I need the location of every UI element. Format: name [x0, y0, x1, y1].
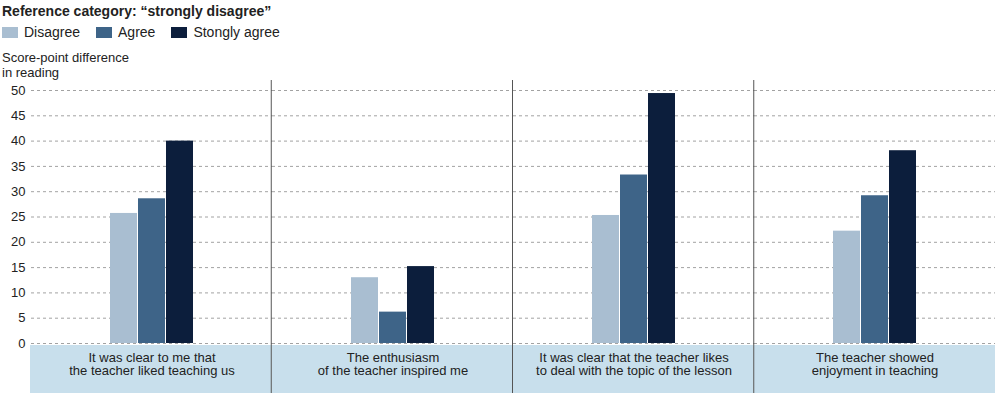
svg-text:20: 20 — [11, 234, 25, 249]
svg-text:45: 45 — [11, 108, 25, 123]
html-text:Score-point difference in read: Score-point difference in reading — [2, 50, 129, 80]
svg-text:30: 30 — [11, 184, 25, 199]
svg-text:It was clear to me thatthe tea: It was clear to me thatthe teacher liked… — [69, 350, 235, 378]
html-text:Reference category: “strongly: Reference category: “strongly disagree” — [2, 3, 272, 19]
svg-text:The teacher showedenjoyment in: The teacher showedenjoyment in teaching — [812, 350, 938, 378]
html-text:Disagree: Disagree — [24, 24, 80, 40]
svg-text:It was clear that the teacher: It was clear that the teacher likesto de… — [536, 350, 732, 378]
svg-text:5: 5 — [18, 310, 25, 325]
svg-text:40: 40 — [11, 133, 25, 148]
svg-text:25: 25 — [11, 209, 25, 224]
svg-text:35: 35 — [11, 159, 25, 174]
html-text:Agree: Agree — [118, 24, 156, 40]
html-text:Stongly agree: Stongly agree — [193, 24, 280, 40]
svg-text:15: 15 — [11, 260, 25, 275]
svg-text:50: 50 — [11, 83, 25, 98]
svg-text:The enthusiasmof the teacher i: The enthusiasmof the teacher inspired me — [318, 350, 468, 378]
svg-text:10: 10 — [11, 285, 25, 300]
svg-text:0: 0 — [18, 336, 25, 351]
